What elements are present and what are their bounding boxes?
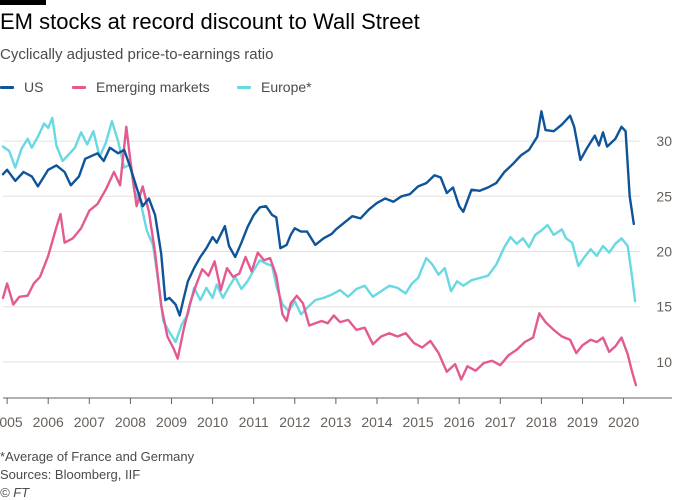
series-line-us — [1, 110, 635, 317]
y-tick-label-25: 25 — [656, 188, 672, 204]
ft-credit: © FT — [0, 485, 30, 500]
y-tick-label-30: 30 — [656, 133, 672, 149]
y-tick-label-20: 20 — [656, 244, 672, 260]
source-note: Sources: Bloomberg, IIF — [0, 467, 141, 482]
x-tick-label-2020: 2020 — [608, 414, 639, 430]
top-rule — [0, 0, 46, 5]
legend-swatch-us — [0, 86, 14, 89]
chart-title: EM stocks at record discount to Wall Str… — [0, 9, 420, 34]
x-tick-label-2015: 2015 — [402, 414, 433, 430]
legend-label-us: US — [24, 79, 44, 95]
legend-label-europe: Europe* — [261, 79, 312, 95]
footnote: *Average of France and Germany — [0, 449, 195, 464]
series-line-emerging-markets — [1, 125, 638, 387]
x-tick-label-2016: 2016 — [444, 414, 475, 430]
series-line-europe — [1, 116, 637, 344]
x-tick-label-2007: 2007 — [74, 414, 105, 430]
legend: US Emerging markets Europe* — [0, 78, 700, 98]
x-tick-label-2008: 2008 — [115, 414, 146, 430]
x-tick-label-2017: 2017 — [485, 414, 516, 430]
legend-swatch-europe — [237, 86, 251, 89]
x-tick-label-2013: 2013 — [320, 414, 351, 430]
x-tick-label-2005: 2005 — [0, 414, 23, 430]
x-tick-label-2012: 2012 — [279, 414, 310, 430]
x-tick-label-2010: 2010 — [197, 414, 228, 430]
y-tick-label-15: 15 — [656, 299, 672, 315]
x-tick-label-2019: 2019 — [567, 414, 598, 430]
chart-subtitle: Cyclically adjusted price-to-earnings ra… — [0, 46, 274, 63]
legend-label-emerging-markets: Emerging markets — [96, 79, 210, 95]
legend-swatch-emerging-markets — [72, 86, 86, 89]
x-tick-label-2006: 2006 — [33, 414, 64, 430]
x-tick-label-2011: 2011 — [239, 414, 269, 430]
x-tick-label-2009: 2009 — [156, 414, 187, 430]
x-tick-label-2018: 2018 — [526, 414, 557, 430]
x-tick-label-2014: 2014 — [361, 414, 392, 430]
y-tick-label-10: 10 — [656, 354, 672, 370]
